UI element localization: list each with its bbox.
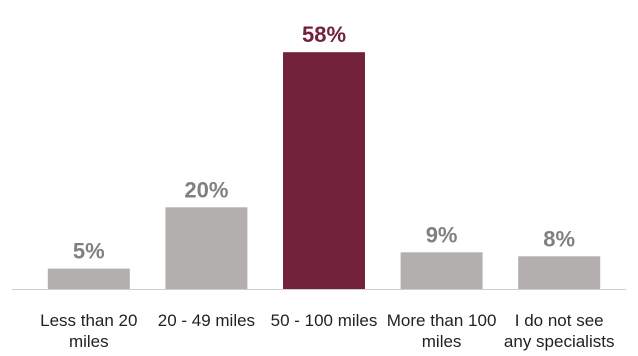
category-label-line: miles	[69, 332, 109, 351]
category-label-3: More than 100 miles	[387, 311, 497, 351]
bar-3	[400, 252, 483, 290]
category-label-line: 50 - 100 miles	[271, 311, 378, 330]
bar-value-label-2: 58%	[302, 22, 346, 47]
category-label-line: Less than 20	[40, 311, 137, 330]
bar-1	[165, 207, 248, 289]
category-label-0: Less than 20 miles	[40, 311, 137, 351]
category-label-1: 20 - 49 miles	[158, 311, 255, 330]
bar-0	[47, 268, 130, 289]
bars-layer	[47, 52, 601, 290]
category-label-line: 20 - 49 miles	[158, 311, 255, 330]
category-label-line: any specialists	[504, 332, 615, 351]
bar-value-label-4: 8%	[543, 226, 575, 251]
category-label-line: More than 100	[387, 311, 497, 330]
bar-4	[518, 256, 601, 289]
category-label-4: I do not see any specialists	[504, 311, 615, 351]
bar-2	[283, 52, 365, 290]
bar-value-label-1: 20%	[184, 177, 228, 202]
value-labels-layer: 5% 20% 58% 9% 8%	[73, 22, 575, 263]
category-label-line: miles	[422, 332, 462, 351]
category-label-line: I do not see	[515, 311, 604, 330]
bar-value-label-0: 5%	[73, 239, 105, 264]
category-label-2: 50 - 100 miles	[271, 311, 378, 330]
category-labels-layer: Less than 20 miles 20 - 49 miles 50 - 100 m…	[40, 311, 614, 351]
bar-value-label-3: 9%	[426, 222, 458, 247]
